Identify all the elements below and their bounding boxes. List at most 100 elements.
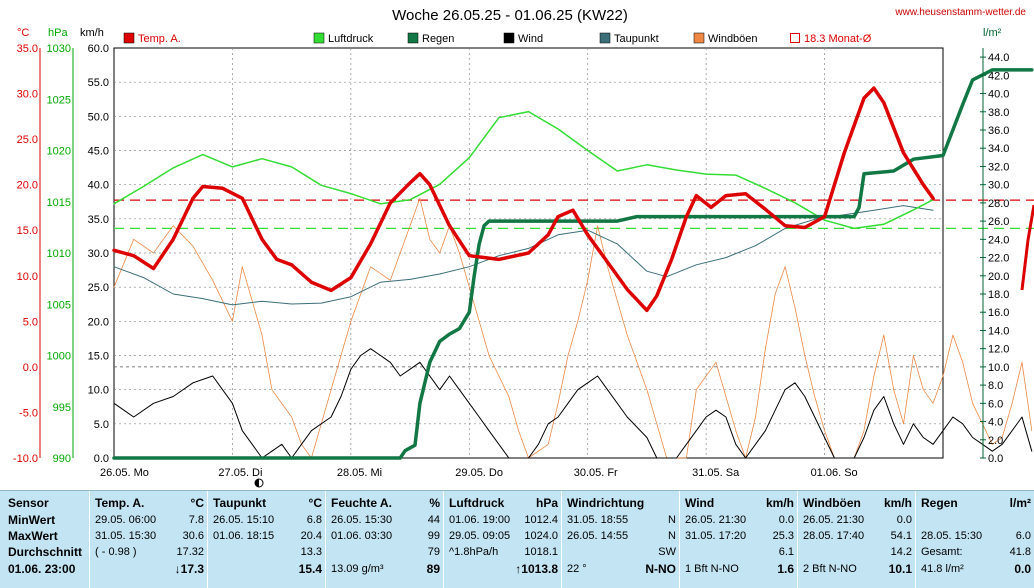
cell-time: 26.05. 15:10: [213, 514, 275, 526]
column-unit: %: [429, 496, 440, 510]
rain-tick: 34.0: [988, 143, 1009, 155]
kmh-tick: 5.0: [94, 419, 109, 431]
celsius-unit: °C: [17, 27, 29, 39]
row-label-avg: Durchschnitt: [8, 545, 83, 559]
series-wind-line: [113, 348, 1033, 459]
hpa-tick: 1020: [47, 146, 71, 158]
footer-note: 2 Bft N-NO: [803, 563, 857, 575]
cell-value: 13.3: [300, 546, 322, 558]
current-value: 10.1: [888, 562, 912, 576]
cell-time: Gesamt:: [921, 546, 963, 558]
column-unit: l/m²: [1009, 496, 1031, 510]
cell-value: 25.3: [772, 530, 794, 542]
stats-column: Feuchte A.% 26.05. 15:30 44 01.06. 03:30 99 7…: [325, 491, 444, 588]
rain-tick: 40.0: [988, 89, 1009, 101]
rain-tick: 2.0: [988, 435, 1003, 447]
cell-time: 01.06. 18:15: [213, 530, 275, 542]
cell-time: 01.06. 19:00: [449, 514, 511, 526]
cell-value: 99: [427, 530, 440, 542]
legend-label: Luftdruck: [328, 33, 374, 45]
rain-unit: l/m²: [983, 27, 1002, 39]
legend-swatch: [790, 33, 800, 43]
sensor-column: Sensor MinWert MaxWert Durchschnitt 01.0…: [0, 491, 89, 588]
cell-time: 29.05. 06:00: [95, 514, 157, 526]
cell-value: 54.1: [890, 530, 912, 542]
column-unit: °C: [190, 496, 204, 510]
kmh-tick: 0.0: [94, 453, 109, 465]
cell-value: SW: [658, 546, 676, 558]
chart-title: Woche 26.05.25 - 01.06.25 (KW22): [392, 7, 628, 24]
rain-tick: 28.0: [988, 198, 1009, 210]
hpa-unit: hPa: [48, 27, 68, 39]
cell-time: 26.05. 14:55: [567, 530, 629, 542]
stats-table: Sensor MinWert MaxWert Durchschnitt 01.0…: [0, 490, 1034, 588]
stats-column: Taupunkt °C 26.05. 15:10 6.8 01.06. 18:15 20.…: [207, 491, 326, 588]
column-unit: °C: [308, 496, 322, 510]
kmh-tick: 60.0: [88, 43, 109, 55]
kmh-tick: 25.0: [88, 282, 109, 294]
legend-swatch: [217, 33, 227, 43]
rain-tick: 16.0: [988, 307, 1009, 319]
row-label-max: MaxWert: [8, 529, 58, 543]
footer-note: 41.8 l/m²: [921, 563, 964, 575]
legend-swatch: [599, 32, 611, 44]
cell-value: 20.4: [300, 530, 322, 542]
legend-swatch: [407, 32, 419, 44]
legend-label: Taupunkt: [614, 33, 659, 45]
cell-value: 6.8: [306, 514, 322, 526]
rain-tick: 30.0: [988, 180, 1009, 192]
cell-value: 6.1: [778, 546, 794, 558]
kmh-unit: km/h: [80, 27, 104, 39]
cell-time: 29.05. 09:05: [449, 530, 511, 542]
cell-value: 30.6: [182, 530, 204, 542]
x-tick-label: 28.05. Mi: [337, 467, 382, 479]
series-luftdruck-line: [113, 110, 934, 230]
kmh-tick: 35.0: [88, 214, 109, 226]
current-value: 1.6: [777, 562, 794, 576]
cell-value: 41.8: [1009, 546, 1031, 558]
column-header: Luftdruck: [449, 496, 505, 510]
x-tick-label: 01.06. So: [811, 467, 858, 479]
hpa-tick: 1015: [47, 197, 71, 209]
kmh-tick: 10.0: [88, 385, 109, 397]
column-header: Windrichtung: [567, 496, 645, 510]
rain-tick: 14.0: [988, 325, 1009, 337]
temp-overflow-line: [1020, 204, 1034, 291]
cell-value: 0.0: [778, 514, 794, 526]
cell-time: 01.06. 03:30: [331, 530, 393, 542]
current-value: 15.4: [298, 562, 322, 576]
column-header: Wind: [685, 496, 715, 510]
cell-time: 31.05. 15:30: [95, 530, 157, 542]
rain-tick: 0.0: [988, 453, 1003, 465]
current-value: ↓17.3: [174, 562, 204, 576]
column-unit: km/h: [883, 496, 912, 510]
celsius-tick: -5.0: [19, 407, 38, 419]
x-tick-label: 27.05. Di: [218, 467, 262, 479]
cell-value: N: [668, 530, 676, 542]
cell-value: 0.0: [896, 514, 912, 526]
kmh-tick: 20.0: [88, 316, 109, 328]
x-tick-label: 26.05. Mo: [100, 467, 149, 479]
rain-tick: 26.0: [988, 216, 1009, 228]
stats-column: Windrichtung 31.05. 18:55 N 26.05. 14:55 N SW…: [561, 491, 680, 588]
rain-tick: 4.0: [988, 417, 1003, 429]
footer-note: 13.09 g/m³: [331, 563, 384, 575]
cell-time: ^1.8hPa/h: [449, 546, 499, 558]
celsius-tick: -10.0: [13, 453, 38, 465]
kmh-tick: 55.0: [88, 77, 109, 89]
cell-time: 26.05. 21:30: [685, 514, 747, 526]
cell-value: 1012.4: [524, 514, 558, 526]
footer-note: 1 Bft N-NO: [685, 563, 739, 575]
rain-tick: 18.0: [988, 289, 1009, 301]
cell-value: 1024.0: [524, 530, 558, 542]
legend-label: Wind: [518, 33, 543, 45]
cell-time: ( - 0.98 ): [95, 546, 137, 558]
cell-value: 6.0: [1015, 530, 1031, 542]
cell-value: 17.32: [176, 546, 204, 558]
kmh-tick: 45.0: [88, 146, 109, 158]
legend-label: Regen: [422, 33, 454, 45]
stats-column: Windböen km/h 26.05. 21:30 0.0 28.05. 17:40 5…: [797, 491, 916, 588]
rain-tick: 20.0: [988, 271, 1009, 283]
cell-value: 79: [427, 546, 440, 558]
current-timestamp: 01.06. 23:00: [8, 562, 76, 576]
